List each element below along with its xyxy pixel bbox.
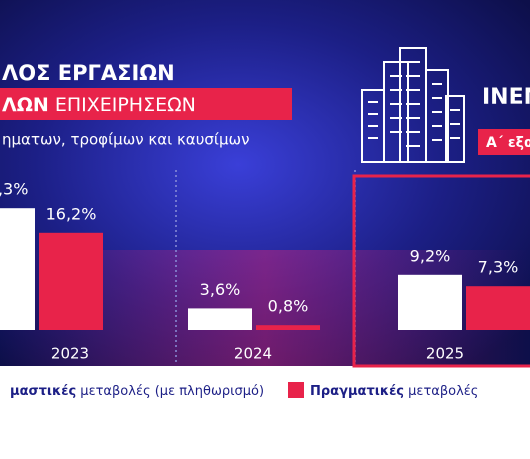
legend-label: Πραγματικές μεταβολές bbox=[310, 384, 478, 399]
legend-label-bold: μαστικές bbox=[10, 384, 76, 399]
title-band-text: ΛΩΝ ΕΠΙΧΕΙΡΗΣΕΩΝ bbox=[2, 94, 196, 116]
value-label: 7,3% bbox=[478, 258, 519, 277]
bar bbox=[188, 308, 252, 330]
bar bbox=[0, 208, 35, 330]
subtitle: ηματων, τροφίμων και καυσίμων bbox=[2, 131, 249, 149]
bar bbox=[466, 286, 530, 330]
bar bbox=[39, 232, 103, 330]
legend-label-rest: μεταβολές bbox=[404, 384, 478, 399]
title-band bbox=[0, 88, 292, 120]
value-label: 16,2% bbox=[46, 204, 97, 223]
title: ΛΟΣ ΕΡΓΑΣΙΩΝ bbox=[2, 61, 175, 85]
value-label: 3,6% bbox=[200, 280, 241, 299]
legend-label-rest: μεταβολές (με πληθωρισμό) bbox=[76, 384, 264, 399]
period-badge bbox=[478, 129, 530, 155]
title-band-bold: ΛΩΝ bbox=[2, 94, 49, 116]
highlight-frame bbox=[352, 174, 530, 368]
title-band-rest: ΕΠΙΧΕΙΡΗΣΕΩΝ bbox=[55, 94, 196, 116]
x-tick-label: 2023 bbox=[51, 345, 89, 363]
bar bbox=[256, 325, 320, 330]
value-label: 0,8% bbox=[268, 297, 309, 316]
x-tick-label: 2024 bbox=[234, 345, 272, 363]
legend-label-bold: Πραγματικές bbox=[310, 384, 404, 399]
legend-label: μαστικές μεταβολές (με πληθωρισμό) bbox=[10, 384, 264, 399]
value-label: 20,3% bbox=[0, 180, 28, 199]
buildings-icon bbox=[361, 47, 465, 163]
legend-background bbox=[0, 366, 530, 459]
bar bbox=[398, 274, 462, 330]
x-tick-label: 2025 bbox=[426, 345, 464, 363]
value-label: 9,2% bbox=[410, 246, 451, 265]
brand: ΙΝΕΜ bbox=[482, 85, 530, 110]
period-badge-text: Α΄ εξα bbox=[486, 135, 530, 151]
legend-swatch bbox=[0, 382, 4, 398]
legend-swatch bbox=[288, 382, 304, 398]
